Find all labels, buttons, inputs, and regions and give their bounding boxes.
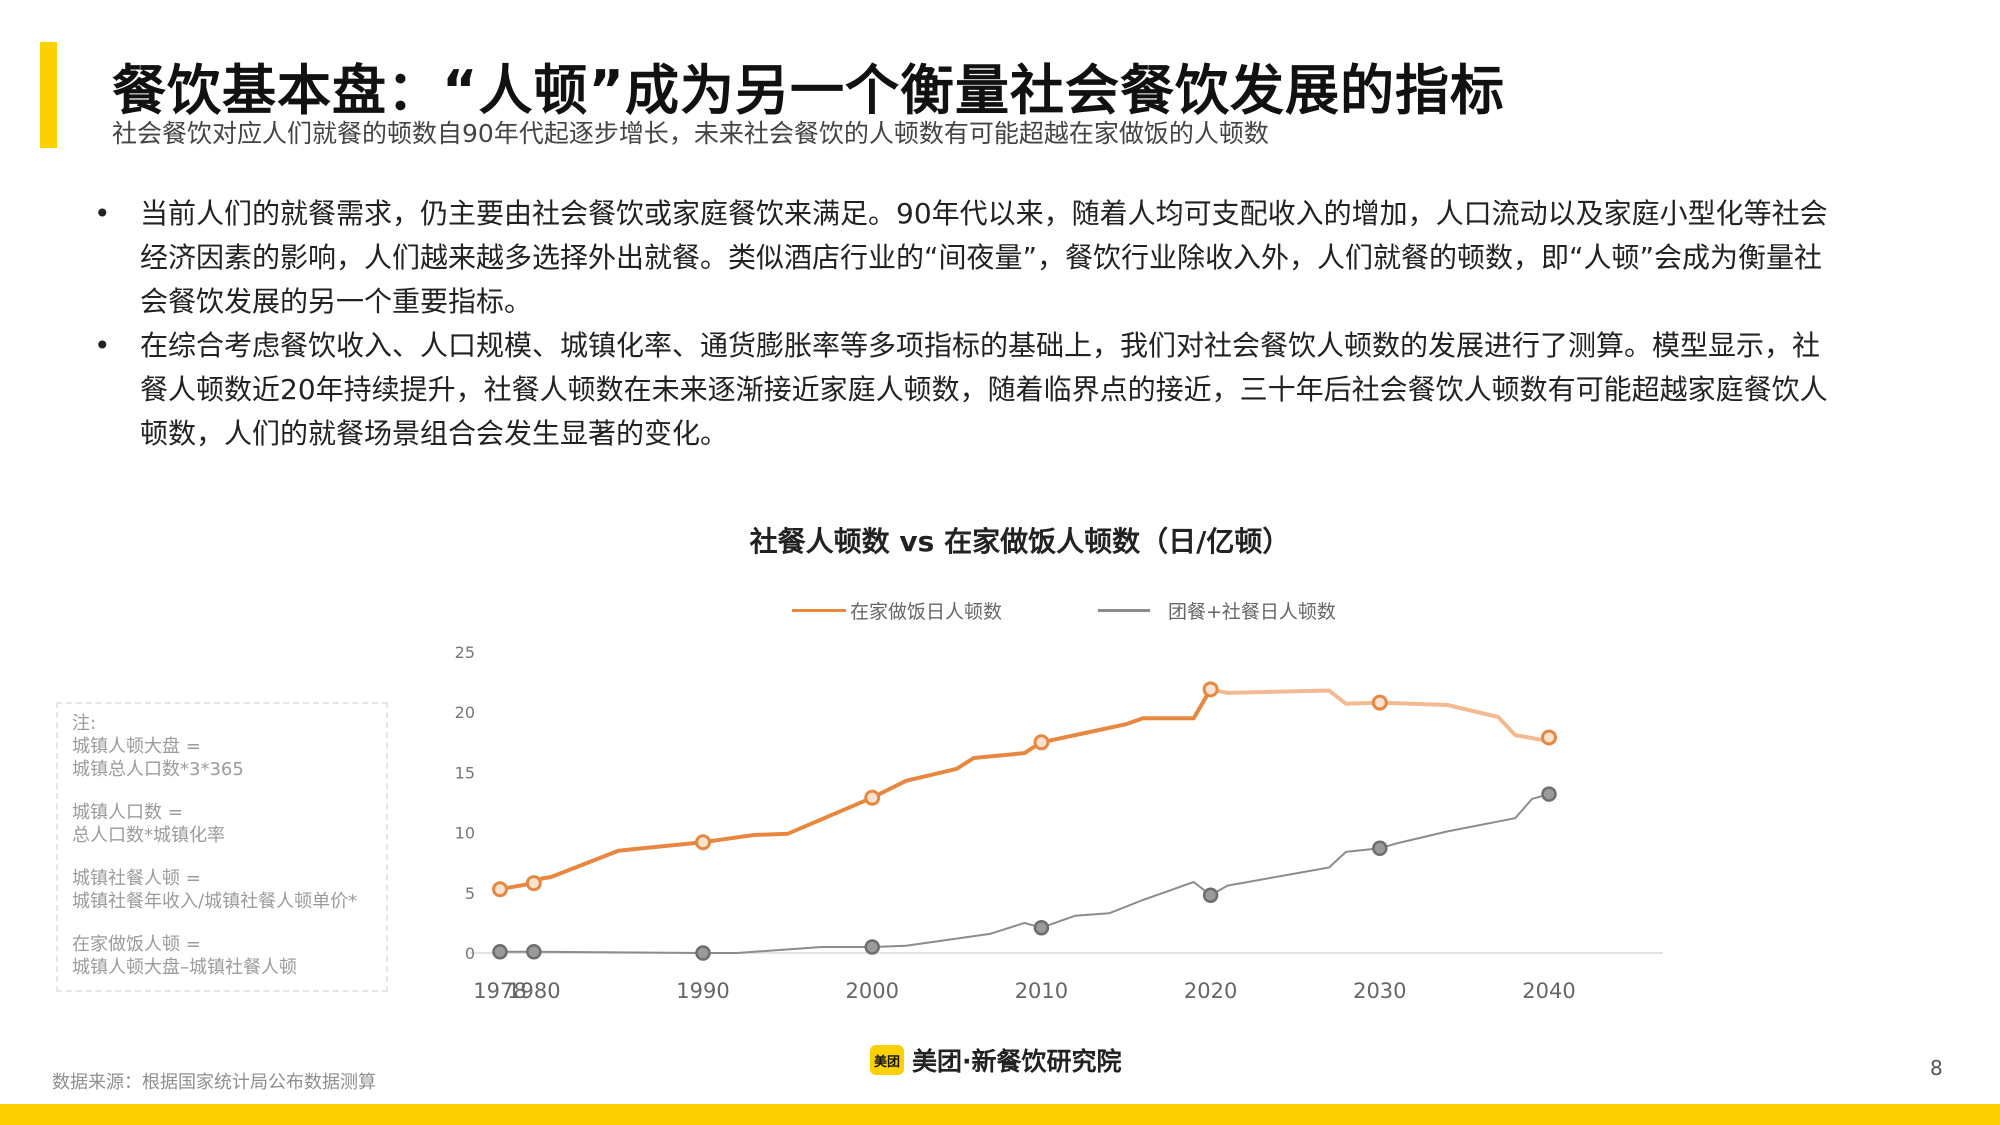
home-cooking-point — [1541, 729, 1557, 746]
home-cooking-point — [864, 789, 881, 806]
y-tick-label: 25 — [455, 643, 475, 662]
y-tick-label: 10 — [455, 824, 475, 843]
bullet-list: • 当前人们的就餐需求，仍主要由社会餐饮或家庭餐饮来满足。90年代以来，随着人均… — [88, 192, 1828, 456]
home-cooking-point — [695, 834, 712, 851]
bullet-text: 当前人们的就餐需求，仍主要由社会餐饮或家庭餐饮来满足。90年代以来，随着人均可支… — [140, 197, 1828, 318]
note-line: 城镇人口数 = — [72, 802, 183, 823]
legend-swatch-social-dining — [1098, 608, 1150, 612]
social-dining-point — [526, 944, 542, 960]
home-cooking-point — [492, 881, 508, 898]
home-cooking-point — [1371, 694, 1388, 711]
footer-accent-bar — [0, 1104, 2000, 1125]
social-dining-point — [864, 939, 880, 955]
social-dining-point — [1372, 840, 1388, 857]
social-dining-point — [492, 944, 508, 960]
x-tick-label: 1990 — [676, 979, 729, 1003]
bullet-item: • 在综合考虑餐饮收入、人口规模、城镇化率、通货膨胀率等多项指标的基础上，我们对… — [88, 324, 1828, 456]
social-dining-line — [500, 793, 1550, 954]
x-tick-label: 2040 — [1522, 979, 1575, 1003]
bullet-marker: • — [94, 329, 111, 362]
brand-footer: 美团 美团·新餐饮研究院 — [870, 1042, 1122, 1078]
home-cooking-point — [1202, 681, 1219, 698]
note-line: 总人口数*城镇化率 — [72, 825, 225, 846]
social-dining-point — [695, 945, 711, 961]
note-line: 城镇社餐人顿 = — [72, 868, 201, 889]
social-dining-point — [1202, 887, 1219, 903]
chart-title: 社餐人顿数 vs 在家做饭人顿数（日/亿顿） — [749, 525, 1291, 558]
x-tick-label: 2010 — [1015, 979, 1068, 1003]
data-source: 数据来源：根据国家统计局公布数据测算 — [52, 1072, 376, 1093]
y-tick-label: 5 — [465, 884, 475, 903]
note-line: 城镇总人口数*3*365 — [72, 759, 244, 780]
page-subtitle: 社会餐饮对应人们就餐的顿数自90年代起逐步增长，未来社会餐饮的人顿数有可能超越在… — [112, 119, 1269, 148]
note-line: 城镇人顿大盘–城镇社餐人顿 — [72, 957, 297, 978]
x-tick-label: 2030 — [1353, 979, 1406, 1003]
social-dining-point — [1541, 786, 1557, 802]
bullet-item: • 当前人们的就餐需求，仍主要由社会餐饮或家庭餐饮来满足。90年代以来，随着人均… — [88, 192, 1828, 324]
home-cooking-line-historical — [499, 688, 1213, 892]
brand-name: 美团·新餐饮研究院 — [912, 1047, 1122, 1076]
note-line: 城镇人顿大盘 = — [72, 736, 201, 757]
legend-item-home-cooking: 在家做饭日人顿数 — [792, 596, 1002, 624]
note-line: 在家做饭人顿 = — [72, 934, 201, 955]
bullet-text: 在综合考虑餐饮收入、人口规模、城镇化率、通货膨胀率等多项指标的基础上，我们对社会… — [140, 329, 1828, 450]
y-tick-label: 15 — [455, 763, 475, 782]
x-tick-label: 1978 — [473, 979, 526, 1003]
page-number: 8 — [1930, 1056, 1943, 1080]
x-tick-label: 2000 — [845, 979, 898, 1003]
note-line: 城镇社餐年收入/城镇社餐人顿单价* — [72, 891, 358, 912]
x-tick-label: 1980 — [507, 979, 560, 1003]
social-dining-point — [1033, 919, 1050, 936]
legend-item-social-dining: 团餐+社餐日人顿数 — [1098, 596, 1336, 624]
formula-note-box: 注: 城镇人顿大盘 = 城镇总人口数*3*365 城镇人口数 = 总人口数*城镇… — [56, 702, 388, 992]
legend-label-social-dining: 团餐+社餐日人顿数 — [1168, 600, 1336, 623]
y-tick-label: 20 — [455, 703, 475, 722]
home-cooking-point — [525, 875, 542, 892]
legend-swatch-home-cooking — [792, 608, 846, 612]
x-tick-label: 2020 — [1184, 979, 1237, 1003]
bullet-marker: • — [94, 197, 111, 230]
page-title: 餐饮基本盘：“人顿”成为另一个衡量社会餐饮发展的指标 — [112, 59, 1505, 122]
chart-series — [492, 681, 1557, 961]
title-accent-bar — [40, 42, 57, 148]
note-heading: 注: — [72, 713, 97, 734]
home-cooking-point — [1033, 734, 1050, 751]
y-tick-label: 0 — [465, 944, 475, 963]
meituan-logo-icon: 美团 — [870, 1045, 904, 1075]
legend-label-home-cooking: 在家做饭日人顿数 — [850, 600, 1003, 623]
